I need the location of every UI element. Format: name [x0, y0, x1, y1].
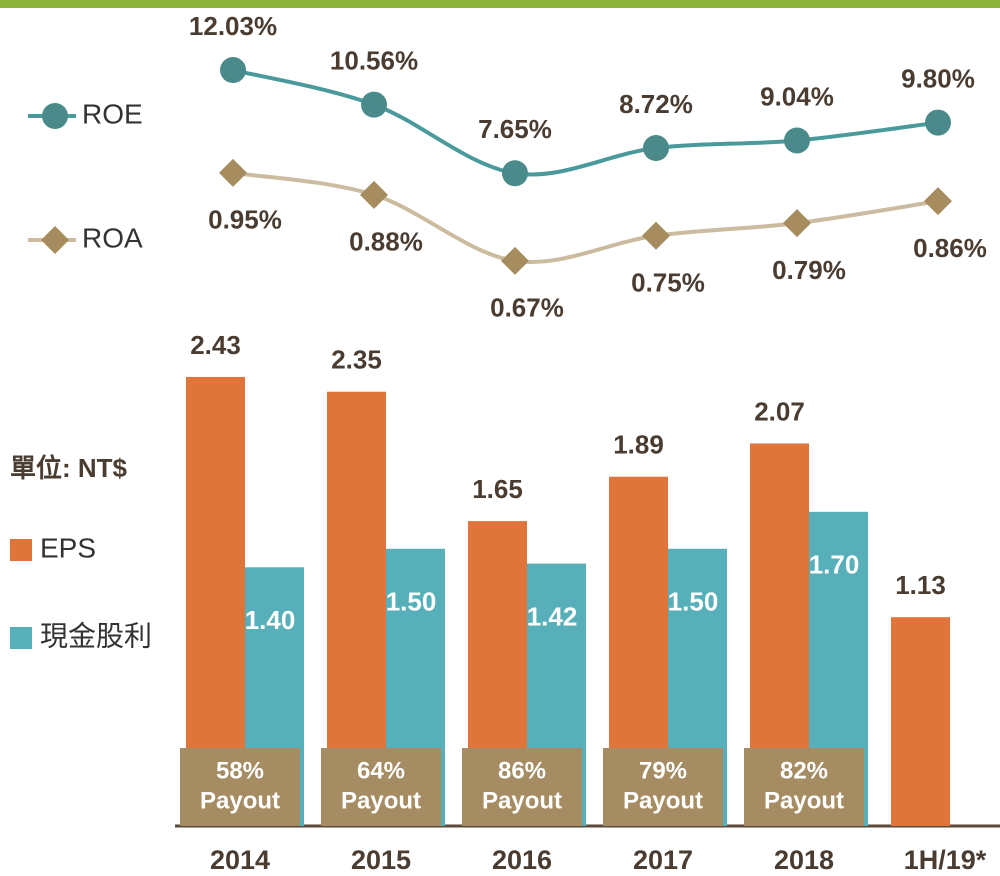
- legend-marker: [41, 226, 69, 254]
- data-label: 1.70: [809, 550, 860, 580]
- x-tick-label: 2014: [210, 845, 270, 875]
- payout-label: Payout: [341, 787, 421, 814]
- payout-box: [744, 748, 864, 826]
- point: [219, 158, 247, 187]
- top-rule: [0, 0, 1000, 8]
- data-label: 1.89: [613, 430, 664, 460]
- payout-box: [180, 748, 300, 826]
- point: [924, 187, 952, 216]
- series-line: [232, 170, 939, 264]
- data-label: 10.56%: [330, 46, 418, 76]
- x-tick-label: 2015: [351, 845, 411, 875]
- data-label: 1.42: [527, 601, 578, 631]
- legend-label: ROA: [82, 222, 143, 253]
- payout-label: Payout: [200, 787, 280, 814]
- payout-value: 58%: [216, 757, 264, 784]
- payout-value: 82%: [780, 757, 828, 784]
- payout-value: 86%: [498, 757, 546, 784]
- legend-label: ROE: [82, 98, 143, 129]
- data-label: 9.80%: [901, 63, 975, 93]
- point: [360, 180, 388, 209]
- legend-marker: [42, 103, 68, 129]
- point: [361, 91, 387, 118]
- point: [925, 109, 951, 136]
- payout-label: Payout: [482, 787, 562, 814]
- data-label: 9.04%: [760, 81, 834, 111]
- payout-label: Payout: [764, 787, 844, 814]
- data-label: 1.65: [472, 474, 523, 504]
- payout-box: [462, 748, 582, 826]
- point: [501, 246, 529, 275]
- point: [220, 57, 246, 84]
- data-label: 0.86%: [913, 233, 987, 263]
- legend-label: 現金股利: [40, 620, 152, 651]
- bar: [891, 617, 950, 826]
- data-label: 8.72%: [619, 89, 693, 119]
- data-label: 2.43: [190, 330, 241, 360]
- x-tick-label: 2016: [492, 845, 552, 875]
- data-label: 7.65%: [478, 114, 552, 144]
- data-label: 1.13: [895, 570, 946, 600]
- legend-swatch: [10, 627, 32, 649]
- payout-box: [321, 748, 441, 826]
- payout-label: Payout: [623, 787, 703, 814]
- legend-label: EPS: [40, 532, 96, 563]
- x-tick-label: 2018: [774, 845, 834, 875]
- payout-value: 79%: [639, 757, 687, 784]
- data-label: 1.50: [386, 587, 437, 617]
- data-label: 2.35: [331, 345, 382, 375]
- payout-value: 64%: [357, 757, 405, 784]
- point: [643, 135, 669, 162]
- data-label: 1.40: [245, 605, 296, 635]
- data-label: 0.79%: [772, 255, 846, 285]
- data-label: 1.50: [668, 587, 719, 617]
- point: [784, 127, 810, 154]
- x-tick-label: 1H/19*: [904, 845, 987, 875]
- data-label: 0.75%: [631, 268, 705, 298]
- data-label: 2.07: [754, 396, 805, 426]
- data-label: 0.88%: [349, 227, 423, 257]
- legend-swatch: [10, 539, 32, 561]
- data-label: 0.67%: [490, 293, 564, 323]
- data-label: 0.95%: [208, 205, 282, 235]
- unit-label: 單位: NT$: [10, 453, 128, 483]
- x-tick-label: 2017: [633, 845, 693, 875]
- data-label: 12.03%: [189, 11, 277, 41]
- payout-box: [603, 748, 723, 826]
- point: [502, 160, 528, 187]
- point: [783, 209, 811, 238]
- point: [642, 221, 670, 250]
